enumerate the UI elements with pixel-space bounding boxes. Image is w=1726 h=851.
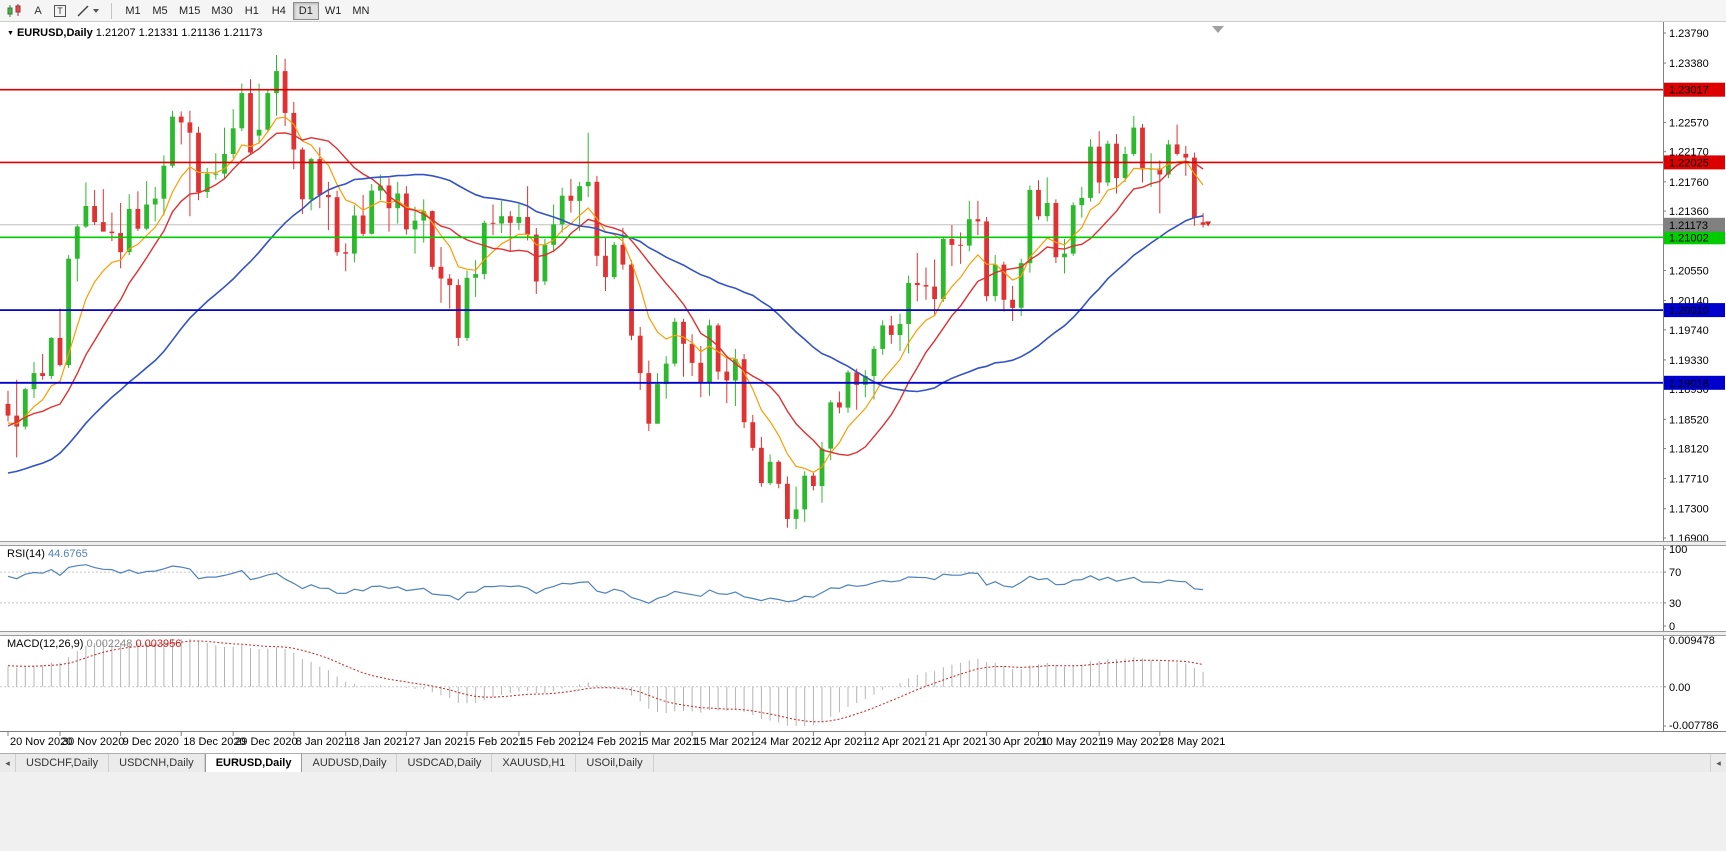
tab-scroll-right-button[interactable]: ◂ <box>1710 754 1726 772</box>
svg-text:1.17710: 1.17710 <box>1669 474 1709 486</box>
svg-text:20 Nov 2020: 20 Nov 2020 <box>10 736 72 748</box>
price-badge: 1.19018 <box>1664 375 1725 390</box>
svg-text:28 May 2021: 28 May 2021 <box>1162 736 1226 748</box>
svg-text:15 Feb 2021: 15 Feb 2021 <box>521 736 583 748</box>
chart-tab-audusd-daily[interactable]: AUDUSD,Daily <box>302 754 398 772</box>
timeframe-button-h1[interactable]: H1 <box>239 2 265 20</box>
svg-text:1.21360: 1.21360 <box>1669 206 1709 218</box>
svg-text:0.00: 0.00 <box>1669 682 1690 694</box>
svg-text:8 Jan 2021: 8 Jan 2021 <box>296 736 350 748</box>
timeframe-button-group: M1 M5 M15 M30 H1 H4 D1 W1 MN <box>120 1 374 20</box>
svg-text:1.23380: 1.23380 <box>1669 58 1709 70</box>
chart-shift-marker-icon[interactable] <box>1212 26 1224 33</box>
svg-text:100: 100 <box>1669 544 1687 556</box>
timeframe-button-m5[interactable]: M5 <box>147 2 173 20</box>
text-label-tool-button[interactable]: A <box>28 2 48 20</box>
window-background <box>0 772 1726 851</box>
svg-text:18 Jan 2021: 18 Jan 2021 <box>348 736 409 748</box>
timeframe-button-d1[interactable]: D1 <box>292 1 319 20</box>
svg-text:70: 70 <box>1669 567 1681 579</box>
chart-tab-bar: ◂ USDCHF,Daily USDCNH,Daily EURUSD,Daily AU… <box>0 753 1726 772</box>
chart-tab-usoil-daily[interactable]: USOil,Daily <box>576 754 654 772</box>
svg-text:12 Apr 2021: 12 Apr 2021 <box>867 736 926 748</box>
svg-text:24 Mar 2021: 24 Mar 2021 <box>755 736 817 748</box>
svg-text:24 Feb 2021: 24 Feb 2021 <box>582 736 644 748</box>
timeframe-button-m1[interactable]: M1 <box>120 2 146 20</box>
rsi-panel: 100 70 30 0 <box>0 544 1687 633</box>
svg-text:1.23017: 1.23017 <box>1669 85 1709 97</box>
svg-text:1.22025: 1.22025 <box>1669 157 1709 169</box>
svg-text:1.20010: 1.20010 <box>1669 305 1709 317</box>
chart-type-button[interactable] <box>3 2 26 20</box>
timeframe-button-mn[interactable]: MN <box>347 2 374 20</box>
macd-panel: 0.009478 0.00 -0.007786 <box>0 635 1719 732</box>
moving-average-lines <box>7 116 1204 474</box>
toolbar-separator <box>111 2 112 19</box>
svg-text:1.20550: 1.20550 <box>1669 266 1709 278</box>
rsi-splitter[interactable] <box>0 541 1726 546</box>
svg-text:5 Feb 2021: 5 Feb 2021 <box>469 736 525 748</box>
trendline-icon <box>77 4 89 17</box>
sell-arrow-icon <box>1205 221 1212 227</box>
svg-text:1.19740: 1.19740 <box>1669 325 1709 337</box>
timeframe-button-m15[interactable]: M15 <box>174 2 205 20</box>
tab-scroll-left-button[interactable]: ◂ <box>0 754 16 772</box>
timeframe-button-h4[interactable]: H4 <box>266 2 292 20</box>
price-badge: 1.20010 <box>1664 303 1725 318</box>
chart-tab-usdcad-daily[interactable]: USDCAD,Daily <box>397 754 493 772</box>
text-box-tool-button[interactable]: T <box>50 2 70 20</box>
svg-text:2 Apr 2021: 2 Apr 2021 <box>815 736 868 748</box>
macd-histogram <box>7 639 1204 726</box>
svg-text:29 Dec 2020: 29 Dec 2020 <box>235 736 297 748</box>
svg-text:1.23790: 1.23790 <box>1669 28 1709 40</box>
current-price-badge: 1.21173 <box>1664 217 1725 232</box>
svg-text:0.009478: 0.009478 <box>1669 635 1715 647</box>
price-badge: 1.21002 <box>1664 230 1725 245</box>
svg-text:-0.007786: -0.007786 <box>1669 720 1719 732</box>
chart-tab-usdcnh-daily[interactable]: USDCNH,Daily <box>109 754 205 772</box>
macd-splitter[interactable] <box>0 631 1726 636</box>
svg-text:1.19018: 1.19018 <box>1669 378 1709 390</box>
chart-tab-eurusd-daily[interactable]: EURUSD,Daily <box>204 754 303 772</box>
chart-canvas[interactable]: 1.237901.233801.225701.221701.217601.213… <box>0 22 1726 753</box>
chart-tab-xauusd-h1[interactable]: XAUUSD,H1 <box>492 754 577 772</box>
svg-text:30 Nov 2020: 30 Nov 2020 <box>62 736 124 748</box>
svg-text:5 Mar 2021: 5 Mar 2021 <box>642 736 698 748</box>
letter-t-icon: T <box>54 4 66 17</box>
rsi-line <box>7 564 1204 604</box>
svg-text:10 May 2021: 10 May 2021 <box>1041 736 1105 748</box>
candlestick-chart-icon <box>7 3 21 17</box>
svg-text:1.17300: 1.17300 <box>1669 504 1709 516</box>
timeframe-button-w1[interactable]: W1 <box>320 2 347 20</box>
svg-text:30: 30 <box>1669 598 1681 610</box>
price-badge: 1.22025 <box>1664 155 1725 170</box>
chart-tabs: USDCHF,Daily USDCNH,Daily EURUSD,Daily AUDU… <box>16 754 654 772</box>
candles-layer <box>5 55 1206 530</box>
svg-text:9 Dec 2020: 9 Dec 2020 <box>123 736 179 748</box>
svg-text:15 Mar 2021: 15 Mar 2021 <box>694 736 756 748</box>
svg-text:19 May 2021: 19 May 2021 <box>1101 736 1165 748</box>
svg-text:18 Dec 2020: 18 Dec 2020 <box>183 736 245 748</box>
letter-a-icon: A <box>34 4 42 17</box>
chart-tab-usdchf-daily[interactable]: USDCHF,Daily <box>16 754 110 772</box>
macd-signal-line <box>7 640 1204 723</box>
draw-line-tool-button[interactable] <box>72 2 103 20</box>
svg-text:1.21173: 1.21173 <box>1669 220 1708 232</box>
svg-text:21 Apr 2021: 21 Apr 2021 <box>928 736 987 748</box>
chart-toolbar: A T M1 M5 M15 M30 H1 H4 D1 W1 MN <box>0 0 1726 22</box>
timeframe-button-m30[interactable]: M30 <box>206 2 237 20</box>
svg-text:1.21002: 1.21002 <box>1669 232 1709 244</box>
svg-text:0: 0 <box>1669 621 1675 633</box>
svg-text:1.22570: 1.22570 <box>1669 117 1709 129</box>
hline-objects[interactable] <box>0 88 1663 384</box>
svg-text:30 Apr 2021: 30 Apr 2021 <box>989 736 1048 748</box>
svg-text:1.18520: 1.18520 <box>1669 414 1709 426</box>
price-badge: 1.23017 <box>1664 82 1725 97</box>
svg-text:1.19330: 1.19330 <box>1669 355 1709 367</box>
svg-text:1.18120: 1.18120 <box>1669 444 1709 456</box>
dropdown-arrow-icon <box>93 8 99 13</box>
svg-text:1.21760: 1.21760 <box>1669 177 1709 189</box>
svg-text:27 Jan 2021: 27 Jan 2021 <box>408 736 469 748</box>
